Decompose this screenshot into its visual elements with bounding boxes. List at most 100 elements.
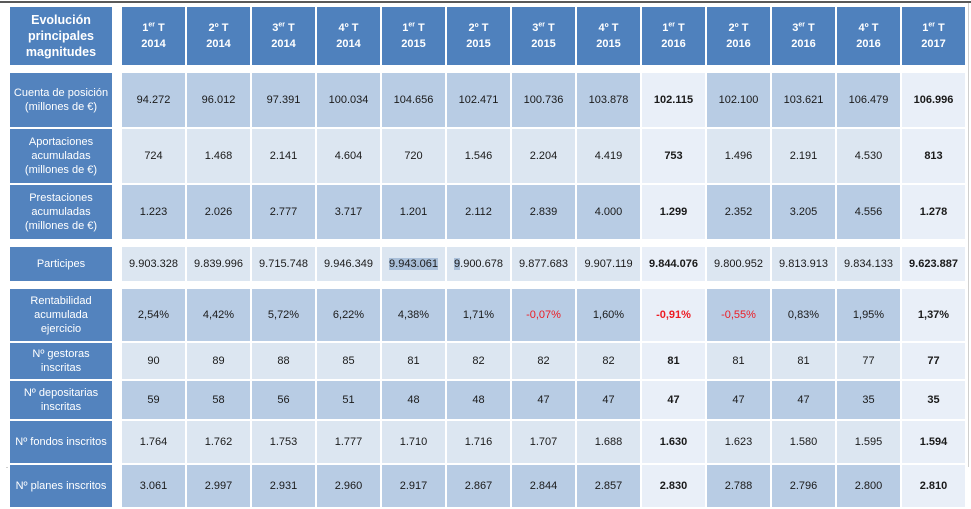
table-cell: 4.000 bbox=[577, 185, 640, 239]
table-cell: 47 bbox=[512, 381, 575, 419]
table-cell: 1.777 bbox=[317, 421, 380, 463]
table-cell: 2.796 bbox=[772, 465, 835, 507]
table-cell: 4.419 bbox=[577, 129, 640, 183]
table-cell: 2.960 bbox=[317, 465, 380, 507]
table-cell: 4.530 bbox=[837, 129, 900, 183]
row-gap-cell bbox=[10, 67, 965, 71]
table-row: Rentabilidad acumulada ejercicio 2,54% 4,4… bbox=[10, 289, 965, 341]
table-cell: 5,72% bbox=[252, 289, 315, 341]
table-cell: 81 bbox=[707, 343, 770, 379]
table-cell: 106.996 bbox=[902, 73, 965, 127]
table-cell: 2.141 bbox=[252, 129, 315, 183]
table-cell: 81 bbox=[642, 343, 705, 379]
table-cell: 813 bbox=[902, 129, 965, 183]
table-cell: 81 bbox=[772, 343, 835, 379]
table-cell: 103.621 bbox=[772, 73, 835, 127]
table-cell: 1.580 bbox=[772, 421, 835, 463]
table-cell: 9.903.328 bbox=[122, 247, 185, 281]
table-cell: 1.496 bbox=[707, 129, 770, 183]
row-label-depositarias-inscritas: Nº depositarias inscritas bbox=[10, 381, 112, 419]
table-row: Nº gestoras inscritas 90 89 88 85 81 82 82 82 81 8… bbox=[10, 343, 965, 379]
table-cell: 1.278 bbox=[902, 185, 965, 239]
year-label: 2015 bbox=[596, 38, 621, 50]
column-gutter bbox=[114, 381, 120, 419]
table-cell: 2.997 bbox=[187, 465, 250, 507]
row-gap-cell bbox=[10, 283, 965, 287]
table-cell: 2.839 bbox=[512, 185, 575, 239]
column-gutter bbox=[114, 185, 120, 239]
table-row: Nº fondos inscritos 1.764 1.762 1.753 1.777 1… bbox=[10, 421, 965, 463]
table-cell: 1.299 bbox=[642, 185, 705, 239]
ordinal-superscript: er bbox=[148, 20, 155, 28]
table-cell: -0,55% bbox=[707, 289, 770, 341]
table-cell: 47 bbox=[772, 381, 835, 419]
table-cell: 9.813.913 bbox=[772, 247, 835, 281]
row-gap bbox=[10, 283, 965, 287]
table-cell: 724 bbox=[122, 129, 185, 183]
table-cell: 2.204 bbox=[512, 129, 575, 183]
column-header-2015-q1: 1er T 2015 bbox=[382, 7, 445, 65]
table-cell: 6,22% bbox=[317, 289, 380, 341]
table-cell: 47 bbox=[642, 381, 705, 419]
table-cell: 2.844 bbox=[512, 465, 575, 507]
table-cell: 1.688 bbox=[577, 421, 640, 463]
column-header-2014-q3: 3er T 2014 bbox=[252, 7, 315, 65]
table-cell: 1.716 bbox=[447, 421, 510, 463]
table-cell: 9.839.996 bbox=[187, 247, 250, 281]
column-header-2014-q2: 2º T 2014 bbox=[187, 7, 250, 65]
table-cell: 9.844.076 bbox=[642, 247, 705, 281]
table-cell: 2.810 bbox=[902, 465, 965, 507]
table-cell: 35 bbox=[837, 381, 900, 419]
table-cell: 3.061 bbox=[122, 465, 185, 507]
table-cell: 82 bbox=[577, 343, 640, 379]
table-cell: 2.352 bbox=[707, 185, 770, 239]
table-cell: 753 bbox=[642, 129, 705, 183]
year-label: 2014 bbox=[206, 38, 231, 50]
table-cell: 9.834.133 bbox=[837, 247, 900, 281]
table-cell: 90 bbox=[122, 343, 185, 379]
table-cell: 102.471 bbox=[447, 73, 510, 127]
table-cell: 47 bbox=[577, 381, 640, 419]
table-title: Evolución principales magnitudes bbox=[10, 7, 112, 65]
row-label-planes-inscritos: Nº planes inscritos bbox=[10, 465, 112, 507]
column-gutter bbox=[114, 343, 120, 379]
quarter-label: 3er T bbox=[792, 20, 815, 34]
column-gutter bbox=[114, 129, 120, 183]
column-gutter bbox=[114, 7, 120, 65]
table-row: Cuenta de posición (millones de €) 94.272… bbox=[10, 73, 965, 127]
table-cell: 1,95% bbox=[837, 289, 900, 341]
table-cell: 102.100 bbox=[707, 73, 770, 127]
column-gutter bbox=[114, 73, 120, 127]
quarter-label: 3er T bbox=[532, 20, 555, 34]
row-gap-cell bbox=[10, 241, 965, 245]
row-label-participes: Participes bbox=[10, 247, 112, 281]
table-cell: 2.857 bbox=[577, 465, 640, 507]
table-cell: 2.800 bbox=[837, 465, 900, 507]
column-gutter bbox=[114, 289, 120, 341]
table-cell: 106.479 bbox=[837, 73, 900, 127]
table-row: Participes 9.903.328 9.839.996 9.715.748 9.9… bbox=[10, 247, 965, 281]
year-label: 2014 bbox=[271, 38, 296, 50]
table-cell: 9.900.678 bbox=[447, 247, 510, 281]
table-row: Nº planes inscritos 3.061 2.997 2.931 2.960 2… bbox=[10, 465, 965, 507]
quarter-label: 2º T bbox=[468, 21, 489, 34]
table-cell: 9.877.683 bbox=[512, 247, 575, 281]
table-cell: 2,54% bbox=[122, 289, 185, 341]
quarter-label: 4º T bbox=[338, 21, 359, 34]
table-cell: 1.223 bbox=[122, 185, 185, 239]
table-cell: 103.878 bbox=[577, 73, 640, 127]
table-cell: 720 bbox=[382, 129, 445, 183]
quarter-label: 1er T bbox=[662, 20, 685, 34]
column-header-2016-q4: 4º T 2016 bbox=[837, 7, 900, 65]
table-cell: -0,07% bbox=[512, 289, 575, 341]
column-header-2017-q1: 1er T 2017 bbox=[902, 7, 965, 65]
table-cell: 2.191 bbox=[772, 129, 835, 183]
ordinal-superscript: er bbox=[278, 20, 285, 28]
selected-text: 9.943.061 bbox=[389, 258, 438, 270]
quarter-label: 2º T bbox=[208, 21, 229, 34]
table-cell: 1.546 bbox=[447, 129, 510, 183]
table-cell: 1.707 bbox=[512, 421, 575, 463]
table-cell: 1.594 bbox=[902, 421, 965, 463]
table-cell: 88 bbox=[252, 343, 315, 379]
row-label-cuenta-posicion: Cuenta de posición (millones de €) bbox=[10, 73, 112, 127]
